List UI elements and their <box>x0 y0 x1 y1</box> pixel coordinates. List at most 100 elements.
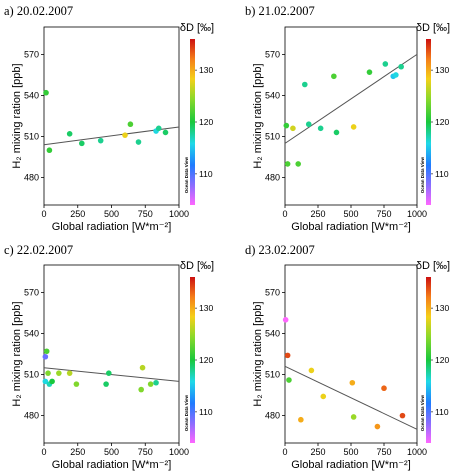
x-tick-label: 750 <box>138 209 153 219</box>
colorbar-tick-label: 110 <box>199 407 213 417</box>
x-axis-label: Global radiation [W*m⁻²] <box>52 459 172 471</box>
x-tick-label: 750 <box>376 209 391 219</box>
y-tick-label: 480 <box>265 173 280 183</box>
colorbar-watermark: Ocean Data View <box>184 157 189 194</box>
data-point <box>42 353 49 360</box>
x-tick-label: 1000 <box>169 447 189 457</box>
colorbar-tick-label: 120 <box>199 355 213 365</box>
y-tick-label: 540 <box>265 328 280 338</box>
data-point <box>43 89 49 96</box>
data-point <box>46 147 53 154</box>
colorbar-tick-label: 120 <box>435 117 449 127</box>
data-point <box>162 129 169 136</box>
data-point <box>349 379 356 386</box>
x-tick-label: 0 <box>282 209 287 219</box>
panel-2: b) 21.02.2007 0 250 500 750 1000 480 510 540 570 G… <box>245 4 450 233</box>
y-tick-label: 570 <box>265 287 280 297</box>
x-tick-label: 250 <box>310 209 325 219</box>
y-tick-label: 570 <box>265 49 280 59</box>
plot-frame <box>43 264 180 444</box>
panel-title: b) 21.02.2007 <box>245 4 315 18</box>
y-tick-label: 480 <box>24 411 39 421</box>
data-point <box>382 61 389 67</box>
y-tick-label: 540 <box>265 90 280 100</box>
colorbar <box>426 39 431 205</box>
data-point <box>366 69 373 75</box>
y-tick-label: 570 <box>24 287 39 297</box>
x-tick-label: 0 <box>282 447 287 457</box>
data-point <box>393 72 399 78</box>
data-point <box>106 370 112 376</box>
data-point <box>103 381 109 387</box>
data-point <box>350 124 357 130</box>
data-point <box>122 132 128 138</box>
y-tick-label: 570 <box>24 49 39 59</box>
data-point <box>317 125 324 132</box>
x-tick-label: 250 <box>70 447 85 457</box>
data-point <box>374 423 381 430</box>
data-point <box>155 125 162 132</box>
data-point <box>66 370 73 376</box>
panel-title: d) 23.02.2007 <box>245 243 315 257</box>
data-point <box>295 161 302 167</box>
data-point <box>283 122 290 129</box>
data-point <box>147 381 154 387</box>
colorbar-tick-label: 110 <box>199 169 213 179</box>
y-axis-label: H₂ mixing ration [ppb] <box>11 301 23 406</box>
colorbar <box>190 277 195 443</box>
colorbar-title: δD [‰] <box>180 260 214 272</box>
data-point <box>305 121 312 128</box>
data-point <box>333 129 340 136</box>
colorbar-tick-label: 120 <box>199 117 213 127</box>
data-point <box>43 348 50 355</box>
data-point <box>139 364 146 371</box>
x-axis-label: Global radiation [W*m⁻²] <box>291 459 411 471</box>
y-tick-label: 510 <box>265 370 280 380</box>
colorbar-title: δD [‰] <box>416 22 450 34</box>
data-point <box>302 81 308 88</box>
data-point <box>56 370 62 376</box>
x-tick-label: 500 <box>104 209 119 219</box>
panel-1: a) 20.02.2007 0 250 500 750 1000 480 510 540 570 G… <box>4 4 214 233</box>
colorbar-tick-label: 130 <box>435 65 449 75</box>
y-tick-label: 480 <box>24 173 39 183</box>
x-tick-label: 0 <box>41 209 46 219</box>
data-point <box>308 367 315 374</box>
panel-title: a) 20.02.2007 <box>4 4 73 18</box>
colorbar-watermark: Ocean Data View <box>420 395 425 432</box>
colorbar-tick-label: 110 <box>435 407 449 417</box>
x-tick-label: 1000 <box>169 209 189 219</box>
data-point <box>49 378 55 385</box>
x-tick-label: 1000 <box>407 209 427 219</box>
x-tick-label: 750 <box>138 447 153 457</box>
colorbar-title: δD [‰] <box>416 260 450 272</box>
panel-title: c) 22.02.2007 <box>4 243 73 257</box>
trend-line <box>284 365 418 430</box>
y-tick-label: 510 <box>265 132 280 142</box>
trend-line <box>284 53 418 144</box>
colorbar-tick-label: 130 <box>435 303 449 313</box>
colorbar-watermark: Ocean Data View <box>184 395 189 432</box>
data-point <box>73 381 80 387</box>
y-tick-label: 540 <box>24 90 39 100</box>
panel-3: c) 22.02.2007 0 250 500 750 1000 480 510 540 570 G… <box>4 243 214 471</box>
data-point <box>398 63 404 70</box>
data-point <box>153 379 159 386</box>
data-point <box>331 73 337 80</box>
plot-frame <box>43 26 180 206</box>
data-point <box>290 125 296 132</box>
y-axis-label: H₂ mixing ration [ppb] <box>11 63 23 168</box>
data-point <box>320 393 327 400</box>
y-tick-label: 480 <box>265 411 280 421</box>
colorbar <box>190 39 195 205</box>
x-tick-label: 1000 <box>407 447 427 457</box>
colorbar-tick-label: 130 <box>199 65 213 75</box>
data-point <box>282 316 289 323</box>
data-point <box>284 352 291 359</box>
data-point <box>399 412 406 419</box>
data-point <box>79 140 85 147</box>
data-point <box>286 377 292 383</box>
x-tick-label: 750 <box>376 447 391 457</box>
data-point <box>127 121 134 128</box>
